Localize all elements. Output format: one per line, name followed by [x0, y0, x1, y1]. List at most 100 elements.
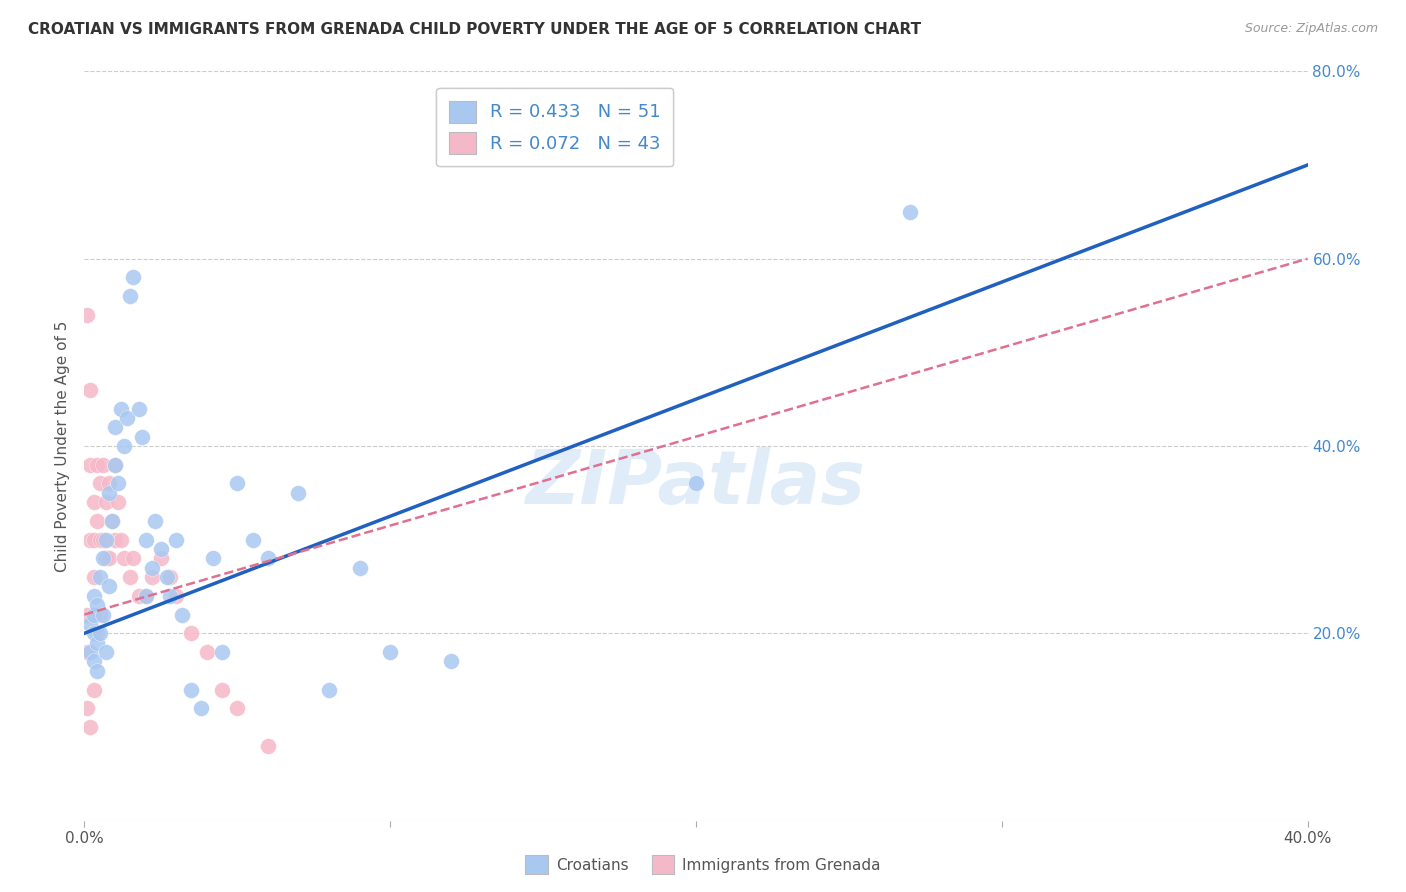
- Point: [172, 607, 194, 622]
- Point: [211, 682, 233, 697]
- Point: [143, 514, 166, 528]
- Point: [86, 599, 108, 613]
- Point: [83, 607, 105, 622]
- Point: [128, 589, 150, 603]
- Point: [89, 570, 111, 584]
- Y-axis label: Child Poverty Under the Age of 5: Child Poverty Under the Age of 5: [55, 320, 70, 572]
- Point: [380, 645, 402, 659]
- Point: [79, 645, 101, 659]
- Point: [685, 476, 707, 491]
- Point: [180, 626, 202, 640]
- Point: [79, 720, 101, 734]
- Point: [91, 533, 114, 547]
- Point: [86, 458, 108, 472]
- Point: [79, 383, 101, 397]
- Point: [83, 533, 105, 547]
- Point: [318, 682, 340, 697]
- Point: [83, 655, 105, 669]
- Point: [110, 533, 132, 547]
- Point: [94, 645, 117, 659]
- Point: [91, 551, 114, 566]
- Legend: Croatians, Immigrants from Grenada: Croatians, Immigrants from Grenada: [519, 849, 887, 880]
- Point: [104, 533, 127, 547]
- Point: [190, 701, 212, 715]
- Point: [107, 476, 129, 491]
- Legend: R = 0.433   N = 51, R = 0.072   N = 43: R = 0.433 N = 51, R = 0.072 N = 43: [436, 88, 673, 166]
- Point: [89, 476, 111, 491]
- Point: [104, 420, 127, 434]
- Point: [76, 701, 98, 715]
- Point: [86, 514, 108, 528]
- Point: [94, 495, 117, 509]
- Point: [120, 570, 142, 584]
- Point: [120, 289, 142, 303]
- Point: [83, 570, 105, 584]
- Point: [128, 401, 150, 416]
- Point: [257, 739, 280, 753]
- Point: [165, 533, 187, 547]
- Point: [112, 551, 135, 566]
- Point: [159, 589, 181, 603]
- Point: [149, 551, 172, 566]
- Point: [94, 533, 117, 547]
- Point: [83, 682, 105, 697]
- Point: [226, 701, 249, 715]
- Point: [94, 551, 117, 566]
- Point: [110, 401, 132, 416]
- Point: [76, 308, 98, 322]
- Point: [83, 495, 105, 509]
- Point: [211, 645, 233, 659]
- Point: [195, 645, 218, 659]
- Point: [104, 458, 127, 472]
- Point: [156, 570, 179, 584]
- Point: [97, 476, 120, 491]
- Point: [83, 589, 105, 603]
- Point: [79, 533, 101, 547]
- Point: [141, 561, 163, 575]
- Text: CROATIAN VS IMMIGRANTS FROM GRENADA CHILD POVERTY UNDER THE AGE OF 5 CORRELATION: CROATIAN VS IMMIGRANTS FROM GRENADA CHIL…: [28, 22, 921, 37]
- Point: [135, 533, 157, 547]
- Point: [86, 626, 108, 640]
- Point: [201, 551, 224, 566]
- Point: [91, 458, 114, 472]
- Point: [97, 551, 120, 566]
- Point: [122, 551, 145, 566]
- Point: [898, 205, 921, 219]
- Point: [115, 411, 138, 425]
- Point: [86, 635, 108, 649]
- Point: [135, 589, 157, 603]
- Point: [104, 458, 127, 472]
- Text: Source: ZipAtlas.com: Source: ZipAtlas.com: [1244, 22, 1378, 36]
- Point: [89, 607, 111, 622]
- Point: [122, 270, 145, 285]
- Point: [107, 495, 129, 509]
- Point: [97, 580, 120, 594]
- Point: [79, 458, 101, 472]
- Point: [91, 607, 114, 622]
- Point: [180, 682, 202, 697]
- Point: [112, 439, 135, 453]
- Point: [89, 626, 111, 640]
- Text: ZIPatlas: ZIPatlas: [526, 447, 866, 520]
- Point: [149, 542, 172, 557]
- Point: [79, 617, 101, 632]
- Point: [86, 664, 108, 678]
- Point: [101, 514, 124, 528]
- Point: [226, 476, 249, 491]
- Point: [97, 486, 120, 500]
- Point: [83, 626, 105, 640]
- Point: [135, 589, 157, 603]
- Point: [76, 607, 98, 622]
- Point: [131, 430, 153, 444]
- Point: [257, 551, 280, 566]
- Point: [242, 533, 264, 547]
- Point: [349, 561, 371, 575]
- Point: [440, 655, 463, 669]
- Point: [287, 486, 309, 500]
- Point: [141, 570, 163, 584]
- Point: [76, 645, 98, 659]
- Point: [159, 570, 181, 584]
- Point: [101, 514, 124, 528]
- Point: [89, 533, 111, 547]
- Point: [165, 589, 187, 603]
